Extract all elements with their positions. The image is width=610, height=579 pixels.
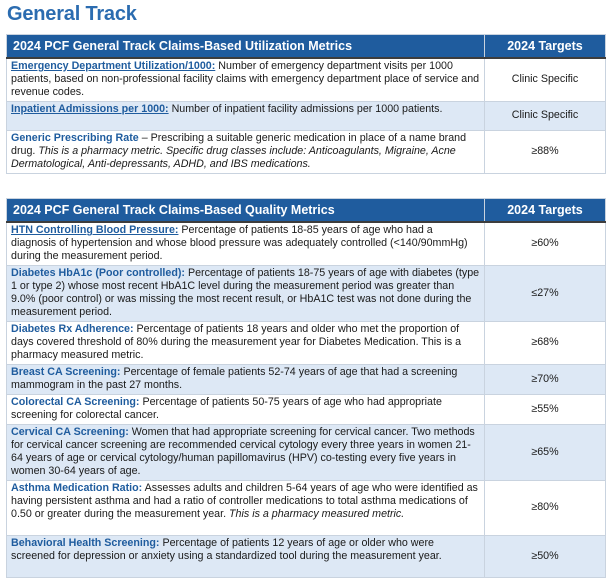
metric-name: Diabetes HbA1c (Poor controlled): [11,267,185,279]
metric-target: ≥50% [484,535,606,578]
table-row: HTN Controlling Blood Pressure: Percenta… [6,221,606,266]
metric-description: Inpatient Admissions per 1000: Number of… [6,101,485,131]
metric-text: Number of emergency department visits pe… [11,60,480,98]
metric-text: Assesses adults and children 5-64 years … [11,482,478,520]
metric-target: Clinic Specific [484,101,606,131]
metric-text: Percentage of patients 12 years of age o… [11,537,442,562]
quality-header: 2024 PCF General Track Claims-Based Qual… [6,198,485,223]
metric-target: ≥68% [484,321,606,365]
table-row: Generic Prescribing Rate – Prescribing a… [6,130,606,174]
metric-description: Behavioral Health Screening: Percentage … [6,535,485,578]
metric-text: Percentage of female patients 52-74 year… [11,366,458,391]
metric-text: Number of inpatient facility admissions … [168,103,443,115]
metric-target: ≥55% [484,394,606,425]
metric-text: Percentage of patients 18-85 years of ag… [11,224,468,262]
metric-description: Cervical CA Screening: Women that had ap… [6,424,485,481]
metric-name: Cervical CA Screening: [11,426,129,438]
utilization-table-header-row: 2024 PCF General Track Claims-Based Util… [6,34,606,59]
metric-target: Clinic Specific [484,57,606,102]
metric-target: ≥70% [484,364,606,395]
table-row: Emergency Department Utilization/1000: N… [6,57,606,102]
metric-name: Inpatient Admissions per 1000: [11,103,169,115]
metric-target: ≥60% [484,221,606,266]
metric-target: ≥88% [484,130,606,174]
metric-description: Diabetes Rx Adherence: Percentage of pat… [6,321,485,365]
metric-name: Breast CA Screening: [11,366,121,378]
metric-text: Women that had appropriate screening for… [11,426,475,477]
metric-target: ≥65% [484,424,606,481]
table-row: Breast CA Screening: Percentage of femal… [6,364,606,395]
metric-name: Generic Prescribing Rate [11,132,139,144]
metric-text: – Prescribing a suitable generic medicat… [11,132,467,157]
metric-name: HTN Controlling Blood Pressure: [11,224,179,236]
table-row: Diabetes HbA1c (Poor controlled): Percen… [6,265,606,322]
quality-target-header: 2024 Targets [484,198,606,223]
table-row: Diabetes Rx Adherence: Percentage of pat… [6,321,606,365]
utilization-header: 2024 PCF General Track Claims-Based Util… [6,34,485,59]
table-row: Cervical CA Screening: Women that had ap… [6,424,606,481]
metric-description: Emergency Department Utilization/1000: N… [6,57,485,102]
metric-name: Diabetes Rx Adherence: [11,323,134,335]
metric-name: Colorectal CA Screening: [11,396,140,408]
metric-text: Percentage of patients 50-75 years of ag… [11,396,442,421]
metric-note: This is a pharmacy metric. Specific drug… [11,145,456,170]
metric-target: ≤27% [484,265,606,322]
table-row: Colorectal CA Screening: Percentage of p… [6,394,606,425]
table-row: Behavioral Health Screening: Percentage … [6,535,606,578]
metric-description: HTN Controlling Blood Pressure: Percenta… [6,221,485,266]
metric-text: Percentage of patients 18 years and olde… [11,323,462,361]
utilization-metrics-table: 2024 PCF General Track Claims-Based Util… [6,34,606,174]
metric-text: Percentage of patients 18-75 years of ag… [11,267,480,318]
metric-note: This is a pharmacy measured metric. [229,508,405,520]
quality-table-header-row: 2024 PCF General Track Claims-Based Qual… [6,198,606,223]
utilization-target-header: 2024 Targets [484,34,606,59]
metric-description: Breast CA Screening: Percentage of femal… [6,364,485,395]
metric-name: Asthma Medication Ratio: [11,482,143,494]
metric-name: Behavioral Health Screening: [11,537,160,549]
quality-metrics-table: 2024 PCF General Track Claims-Based Qual… [6,198,606,578]
metric-description: Asthma Medication Ratio: Assesses adults… [6,480,485,536]
table-row: Inpatient Admissions per 1000: Number of… [6,101,606,131]
metric-name: Emergency Department Utilization/1000: [11,60,216,72]
metric-description: Diabetes HbA1c (Poor controlled): Percen… [6,265,485,322]
page-title: General Track [7,3,137,25]
metric-description: Colorectal CA Screening: Percentage of p… [6,394,485,425]
metric-description: Generic Prescribing Rate – Prescribing a… [6,130,485,174]
metric-target: ≥80% [484,480,606,536]
table-row: Asthma Medication Ratio: Assesses adults… [6,480,606,536]
